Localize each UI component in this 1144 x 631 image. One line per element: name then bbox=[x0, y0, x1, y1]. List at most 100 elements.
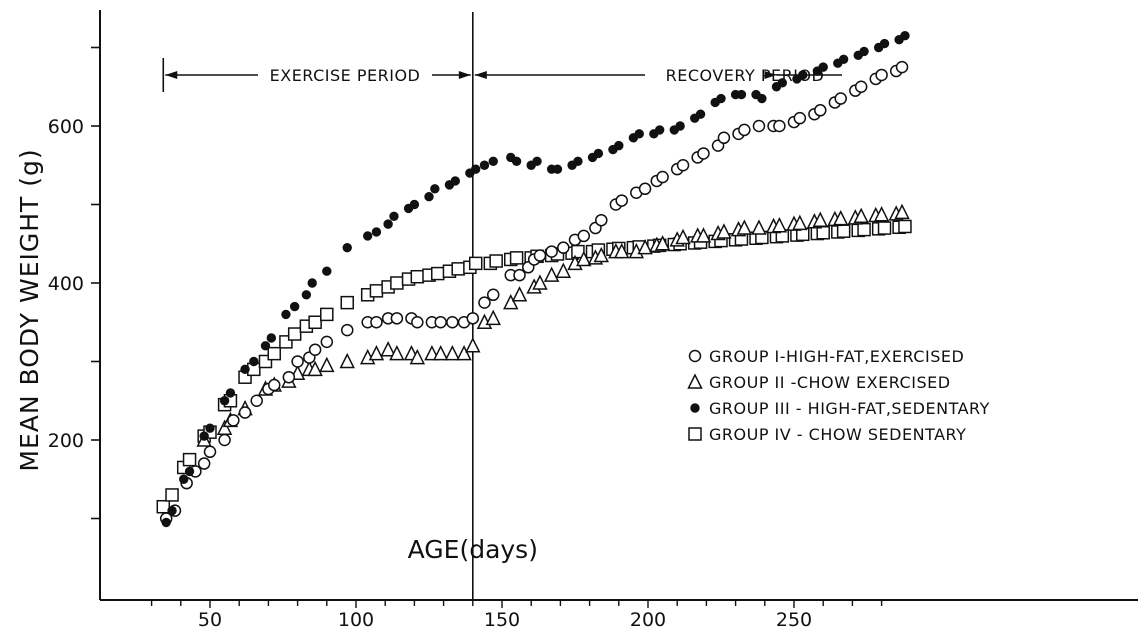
point-s4-33 bbox=[509, 251, 524, 265]
legend-marker-1 bbox=[688, 349, 702, 363]
point-s2-10 bbox=[319, 356, 335, 373]
point-s1-5 bbox=[203, 445, 217, 459]
point-s3-43 bbox=[614, 140, 624, 151]
point-s4-71 bbox=[898, 219, 912, 234]
point-s4-23 bbox=[410, 269, 425, 284]
point-s3-71 bbox=[900, 31, 910, 41]
point-s2-22 bbox=[465, 337, 481, 353]
point-s3-51 bbox=[695, 109, 706, 119]
point-s3-21 bbox=[389, 211, 399, 221]
point-s1-16 bbox=[320, 335, 334, 349]
point-s1-11 bbox=[267, 378, 281, 392]
point-s1-66 bbox=[854, 80, 868, 93]
point-s2-40 bbox=[654, 235, 671, 251]
point-s4-11 bbox=[267, 346, 281, 361]
y-tick-label-600: 600 bbox=[48, 116, 84, 138]
point-s3-49 bbox=[675, 121, 685, 131]
point-s4-1 bbox=[165, 488, 179, 502]
point-s3-12 bbox=[281, 309, 291, 320]
legend-marker-3 bbox=[690, 403, 700, 413]
point-s3-57 bbox=[757, 93, 767, 104]
point-s3-16 bbox=[322, 266, 332, 276]
point-s4-17 bbox=[340, 295, 354, 310]
point-s3-65 bbox=[838, 54, 849, 64]
point-s2-44 bbox=[695, 227, 712, 243]
point-s1-58 bbox=[773, 119, 786, 133]
point-s1-23 bbox=[411, 316, 424, 329]
point-s2-26 bbox=[511, 286, 528, 302]
point-s4-63 bbox=[816, 226, 830, 240]
point-s2-51 bbox=[771, 217, 788, 233]
point-s3-17 bbox=[342, 242, 352, 253]
point-s3-39 bbox=[573, 156, 583, 167]
point-s4-31 bbox=[489, 254, 503, 268]
point-s3-24 bbox=[424, 191, 434, 202]
recovery-arrowhead-right bbox=[764, 71, 777, 79]
point-s3-19 bbox=[371, 227, 382, 237]
point-s1-45 bbox=[638, 182, 652, 196]
point-s3-29 bbox=[471, 164, 481, 174]
point-s2-63 bbox=[894, 203, 910, 220]
point-s1-37 bbox=[557, 241, 570, 254]
point-s2-49 bbox=[751, 219, 767, 235]
point-s3-69 bbox=[879, 38, 890, 49]
exercise-arrowhead-right bbox=[458, 71, 471, 79]
point-s2-20 bbox=[444, 344, 461, 361]
point-s2-30 bbox=[555, 262, 572, 278]
point-s1-68 bbox=[875, 68, 888, 82]
x-tick-label-150: 150 bbox=[484, 609, 520, 631]
y-tick-label-200: 200 bbox=[48, 430, 84, 452]
point-s1-9 bbox=[250, 394, 263, 407]
period-annotations: EXERCISE PERIOD RECOVERY PERIOD bbox=[162, 12, 842, 600]
point-s1-8 bbox=[238, 406, 252, 419]
point-s1-7 bbox=[227, 414, 240, 427]
point-s1-12 bbox=[282, 370, 296, 384]
point-s2-13 bbox=[368, 344, 385, 361]
point-s3-6 bbox=[219, 396, 230, 406]
legend-label-4: GROUP IV - CHOW SEDENTARY bbox=[709, 425, 966, 444]
point-s3-23 bbox=[409, 199, 420, 210]
point-s3-53 bbox=[716, 93, 726, 104]
point-s3-63 bbox=[818, 62, 828, 72]
point-s3-67 bbox=[859, 46, 869, 57]
point-s3-47 bbox=[654, 125, 665, 135]
point-s3-3 bbox=[184, 466, 195, 477]
point-s2-21 bbox=[456, 344, 472, 361]
point-s1-17 bbox=[340, 323, 354, 337]
point-s2-34 bbox=[593, 246, 609, 263]
point-s4-16 bbox=[320, 307, 334, 322]
legend-marker-2 bbox=[687, 373, 703, 389]
legend-marker-4 bbox=[688, 427, 702, 441]
x-tick-label-100: 100 bbox=[338, 609, 374, 631]
point-s2-14 bbox=[380, 341, 396, 357]
point-s4-19 bbox=[369, 284, 384, 298]
point-s4-15 bbox=[308, 315, 322, 329]
point-s1-36 bbox=[545, 245, 558, 258]
legend-label-1: GROUP I-HIGH-FAT,EXERCISED bbox=[709, 347, 964, 366]
point-s1-56 bbox=[752, 119, 766, 133]
point-s2-59 bbox=[853, 207, 869, 224]
point-s3-8 bbox=[240, 364, 250, 375]
point-s1-62 bbox=[814, 104, 827, 117]
point-s3-41 bbox=[593, 148, 604, 159]
point-s3-14 bbox=[301, 290, 312, 300]
series-group-3 bbox=[161, 31, 910, 528]
point-s1-30 bbox=[486, 288, 500, 302]
point-s1-53 bbox=[717, 131, 731, 145]
point-s3-61 bbox=[798, 70, 808, 80]
point-s3-33 bbox=[511, 156, 522, 167]
point-s2-29 bbox=[543, 266, 560, 282]
point-s3-55 bbox=[736, 89, 747, 100]
point-s1-64 bbox=[834, 92, 847, 105]
point-s1-28 bbox=[466, 312, 480, 325]
point-s1-29 bbox=[478, 296, 491, 309]
point-s4-69 bbox=[877, 221, 892, 235]
point-s4-67 bbox=[857, 222, 871, 237]
legend-label-3: GROUP III - HIGH-FAT,SEDENTARY bbox=[709, 399, 990, 418]
point-s2-61 bbox=[873, 206, 890, 222]
point-s2-19 bbox=[432, 344, 449, 361]
point-s3-0 bbox=[161, 517, 171, 528]
point-s3-9 bbox=[249, 356, 259, 367]
point-s1-32 bbox=[513, 268, 526, 282]
point-s3-35 bbox=[532, 156, 542, 167]
